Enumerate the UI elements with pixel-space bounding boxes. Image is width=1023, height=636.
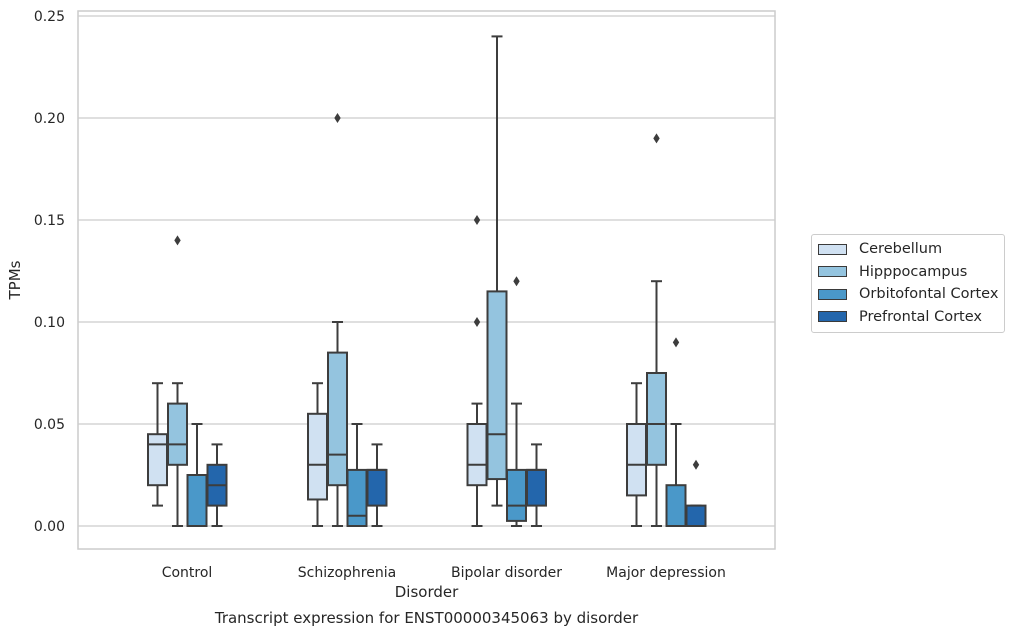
series-orbitofontal-cortex (186, 276, 687, 528)
box-iqr (186, 474, 208, 527)
legend-swatch (818, 311, 847, 323)
box-iqr (307, 412, 328, 501)
y-tick-label: 0.15 (34, 213, 65, 229)
legend-swatch (818, 288, 847, 300)
legend-item: Prefrontal Cortex (818, 306, 998, 329)
box (147, 382, 168, 507)
box (366, 443, 388, 527)
box-iqr (685, 504, 707, 528)
x-tick-label: Major depression (606, 565, 726, 581)
y-tick-label: 0.05 (34, 417, 65, 433)
x-tick-label: Control (162, 565, 213, 581)
x-tick-label: Schizophrenia (298, 565, 396, 581)
outlier-point (672, 337, 680, 348)
legend-label: Prefrontal Cortex (859, 308, 982, 325)
legend-item: Cerebellum (818, 238, 998, 261)
box (206, 443, 228, 527)
legend-label: Hipppocampus (859, 263, 968, 280)
y-tick-label: 0.10 (34, 315, 65, 331)
box-iqr (506, 468, 527, 522)
box (307, 382, 328, 527)
box (646, 133, 667, 527)
box-iqr (526, 468, 547, 507)
outlier-point (473, 317, 481, 327)
outlier-point (473, 215, 481, 225)
chart-caption: Transcript expression for ENST0000034506… (214, 609, 639, 627)
outlier-point (692, 459, 700, 470)
box (626, 382, 647, 527)
box-iqr (167, 402, 188, 466)
outlier-point (174, 235, 181, 246)
outlier-point (334, 113, 341, 123)
legend-item: Orbitofontal Cortex (818, 283, 998, 306)
box-iqr (466, 423, 488, 487)
legend-swatch (818, 266, 847, 278)
outlier-point (513, 276, 520, 287)
box-iqr (626, 423, 647, 497)
legend-label: Cerebellum (859, 241, 943, 258)
box (346, 423, 368, 527)
x-axis-label: Disorder (395, 583, 459, 601)
box-iqr (327, 351, 348, 487)
box (506, 276, 527, 527)
x-axis-ticks: Control Schizophrenia Bipolar disorder Majo… (162, 565, 726, 581)
legend-label: Orbitofontal Cortex (859, 286, 999, 303)
box-iqr (486, 290, 508, 481)
box (526, 443, 547, 527)
box (665, 337, 687, 528)
y-tick-label: 0.20 (34, 111, 65, 127)
box (186, 423, 208, 527)
box (486, 35, 508, 507)
y-tick-label: 0.00 (34, 519, 65, 535)
y-axis-ticks: 0.00 0.05 0.10 0.15 0.20 0.25 (34, 9, 65, 535)
box (327, 113, 348, 527)
legend: Cerebellum Hipppocampus Orbitofontal Corte… (811, 234, 1006, 333)
y-tick-label: 0.25 (34, 9, 65, 25)
box-iqr (366, 468, 388, 507)
box-series (147, 35, 707, 528)
box (466, 215, 488, 527)
box (685, 459, 707, 528)
box (167, 235, 188, 527)
plot-frame (77, 10, 776, 550)
series-hipppocampus (167, 35, 667, 527)
legend-item: Hipppocampus (818, 261, 998, 284)
box-iqr (147, 433, 168, 487)
y-axis-label: TPMs (6, 260, 24, 300)
series-cerebellum (147, 215, 647, 527)
outlier-point (653, 133, 660, 144)
x-tick-label: Bipolar disorder (451, 565, 562, 581)
legend-swatch (818, 243, 847, 255)
box-iqr (665, 484, 687, 528)
box-iqr (346, 468, 368, 527)
box-iqr (646, 372, 667, 466)
series-prefrontal-cortex (206, 443, 707, 528)
